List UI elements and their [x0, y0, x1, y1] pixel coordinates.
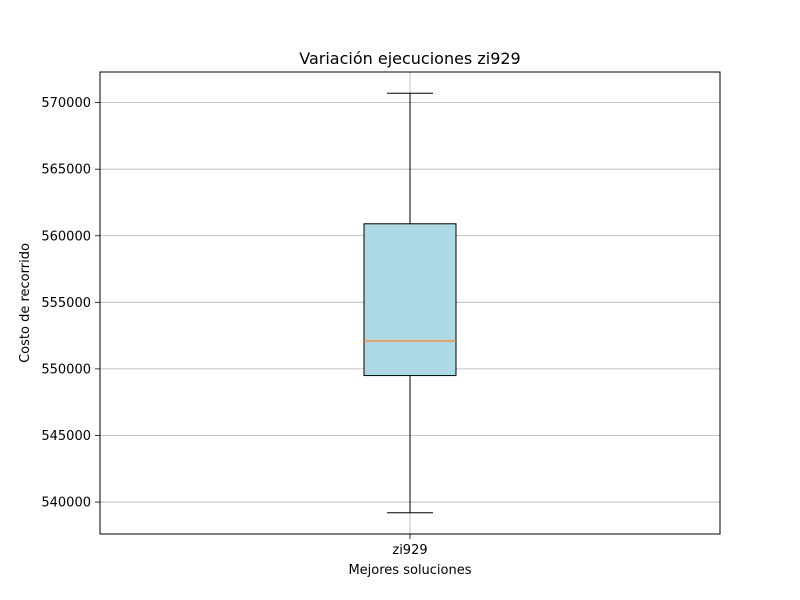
iqr-box: [363, 223, 457, 377]
box-plot-marks: [363, 92, 457, 514]
x-axis-label: Mejores soluciones: [348, 563, 471, 578]
x-axis: zi929: [392, 534, 428, 558]
y-tick-label: 540000: [41, 496, 91, 511]
y-axis-label: Costo de recorrido: [18, 243, 33, 363]
y-tick-label: 560000: [41, 229, 91, 244]
y-tick-label: 570000: [41, 96, 91, 111]
y-axis: 540000 545000 550000 555000 560000 565000 5700…: [41, 96, 100, 511]
chart-title: Variación ejecuciones zi929: [299, 49, 520, 68]
y-tick-label: 565000: [41, 163, 91, 178]
y-tick-label: 550000: [41, 362, 91, 377]
x-tick-label: zi929: [392, 543, 427, 558]
y-tick-label: 555000: [41, 296, 91, 311]
y-tick-label: 545000: [41, 429, 91, 444]
